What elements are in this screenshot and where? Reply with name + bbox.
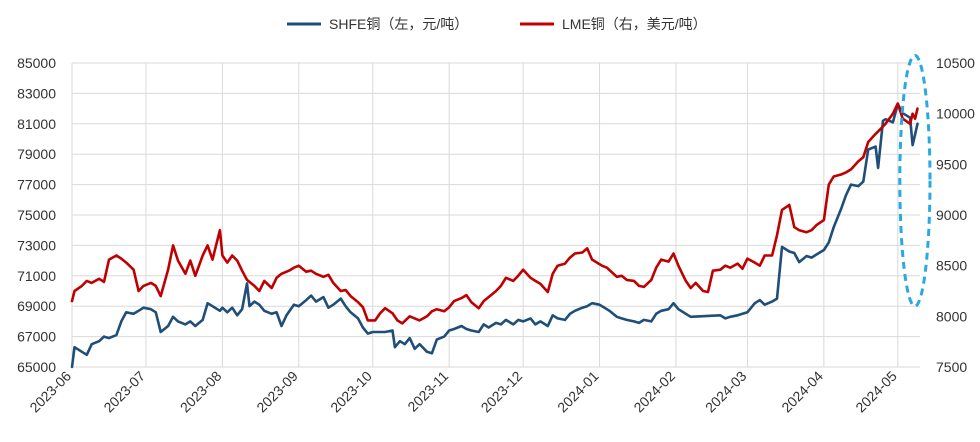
y-right-tick-label: 10000 [936,106,975,122]
legend: SHFE铜（左，元/吨） LME铜（右，美元/吨） [287,16,707,32]
legend-label-shfe: SHFE铜（左，元/吨） [329,16,468,32]
y-right-tick-label: 9000 [936,207,967,223]
left-axis: 65000 67000 69000 71000 73000 75000 77000 79000… [17,55,56,375]
series-line-shfe [70,102,919,369]
x-tick-label: 2024-04 [778,368,826,416]
x-tick-label: 2024-01 [554,368,602,416]
y-left-tick-label: 79000 [17,146,56,162]
y-left-tick-label: 85000 [17,55,56,71]
y-left-tick-label: 73000 [17,237,56,253]
y-right-tick-label: 8000 [936,308,967,324]
y-left-tick-label: 65000 [17,359,56,375]
x-tick-label: 2023-07 [100,368,148,416]
y-left-tick-label: 83000 [17,85,56,101]
x-axis: 2023-06 2023-07 2023-08 2023-09 2023-10 2023-… [26,368,900,416]
x-tick-label: 2024-03 [702,368,750,416]
legend-label-lme: LME铜（右，美元/吨） [562,16,707,32]
y-right-tick-label: 7500 [936,359,967,375]
y-left-tick-label: 77000 [17,177,56,193]
series-line-lme [70,102,919,325]
y-left-tick-label: 69000 [17,298,56,314]
y-right-tick-label: 9500 [936,156,967,172]
x-tick-label: 2023-11 [404,368,451,415]
y-left-tick-label: 71000 [17,268,56,284]
y-left-tick-label: 81000 [17,116,56,132]
highlight-ellipse [898,53,932,308]
grid-layer [71,62,920,368]
x-tick-label: 2023-09 [253,368,301,416]
x-tick-label: 2024-02 [630,368,678,416]
x-tick-label: 2023-12 [478,368,526,416]
x-tick-label: 2024-05 [852,368,900,416]
right-axis: 7500 8000 8500 9000 9500 10000 10500 [936,55,975,375]
series-layer [70,102,919,369]
y-right-tick-label: 10500 [936,55,975,71]
highlight-layer [898,53,932,308]
y-left-tick-label: 75000 [17,207,56,223]
x-tick-label: 2023-08 [177,368,225,416]
y-left-tick-label: 67000 [17,329,56,345]
y-right-tick-label: 8500 [936,258,967,274]
x-tick-label: 2023-10 [327,368,375,416]
